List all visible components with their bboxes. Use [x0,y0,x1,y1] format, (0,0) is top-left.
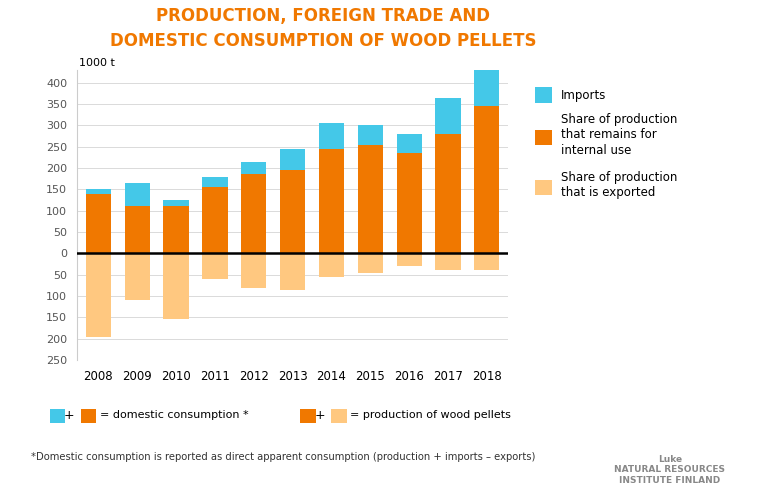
Bar [241,254,266,288]
Bar [241,162,266,174]
Bar [435,134,460,254]
Bar [163,254,189,320]
Bar [163,206,189,254]
Bar [319,149,344,254]
Bar [474,106,500,254]
Bar [203,188,227,254]
Bar [319,254,344,277]
Bar [358,144,383,254]
Bar [125,206,150,254]
Bar [397,134,422,153]
Bar [125,254,150,300]
Text: +: + [64,409,75,422]
Bar [397,153,422,254]
Text: 1000 t: 1000 t [79,58,115,68]
Text: Share of production
that is exported: Share of production that is exported [561,171,678,199]
Bar [280,254,305,290]
Text: Luke
NATURAL RESOURCES
INSTITUTE FINLAND: Luke NATURAL RESOURCES INSTITUTE FINLAND [614,455,725,485]
Bar [319,124,344,149]
Bar [85,254,111,336]
Bar [474,66,500,106]
Bar [85,194,111,254]
Text: +: + [314,409,325,422]
Bar [474,254,500,270]
Text: DOMESTIC CONSUMPTION OF WOOD PELLETS: DOMESTIC CONSUMPTION OF WOOD PELLETS [110,32,537,50]
Bar [203,254,227,279]
Text: Share of production
that remains for
internal use: Share of production that remains for int… [561,114,678,156]
Text: = production of wood pellets: = production of wood pellets [350,410,511,420]
Text: PRODUCTION, FOREIGN TRADE AND: PRODUCTION, FOREIGN TRADE AND [156,8,490,26]
Text: *Domestic consumption is reported as direct apparent consumption (production + i: *Domestic consumption is reported as dir… [31,452,535,462]
Bar [203,176,227,188]
Bar [280,149,305,170]
Bar [125,183,150,206]
Bar [241,174,266,254]
Text: = domestic consumption *: = domestic consumption * [100,410,249,420]
Bar [397,254,422,266]
Bar [435,98,460,134]
Bar [163,200,189,206]
Text: Imports: Imports [561,88,607,102]
Bar [280,170,305,254]
Bar [358,254,383,272]
Bar [85,190,111,194]
Bar [358,126,383,144]
Bar [435,254,460,270]
